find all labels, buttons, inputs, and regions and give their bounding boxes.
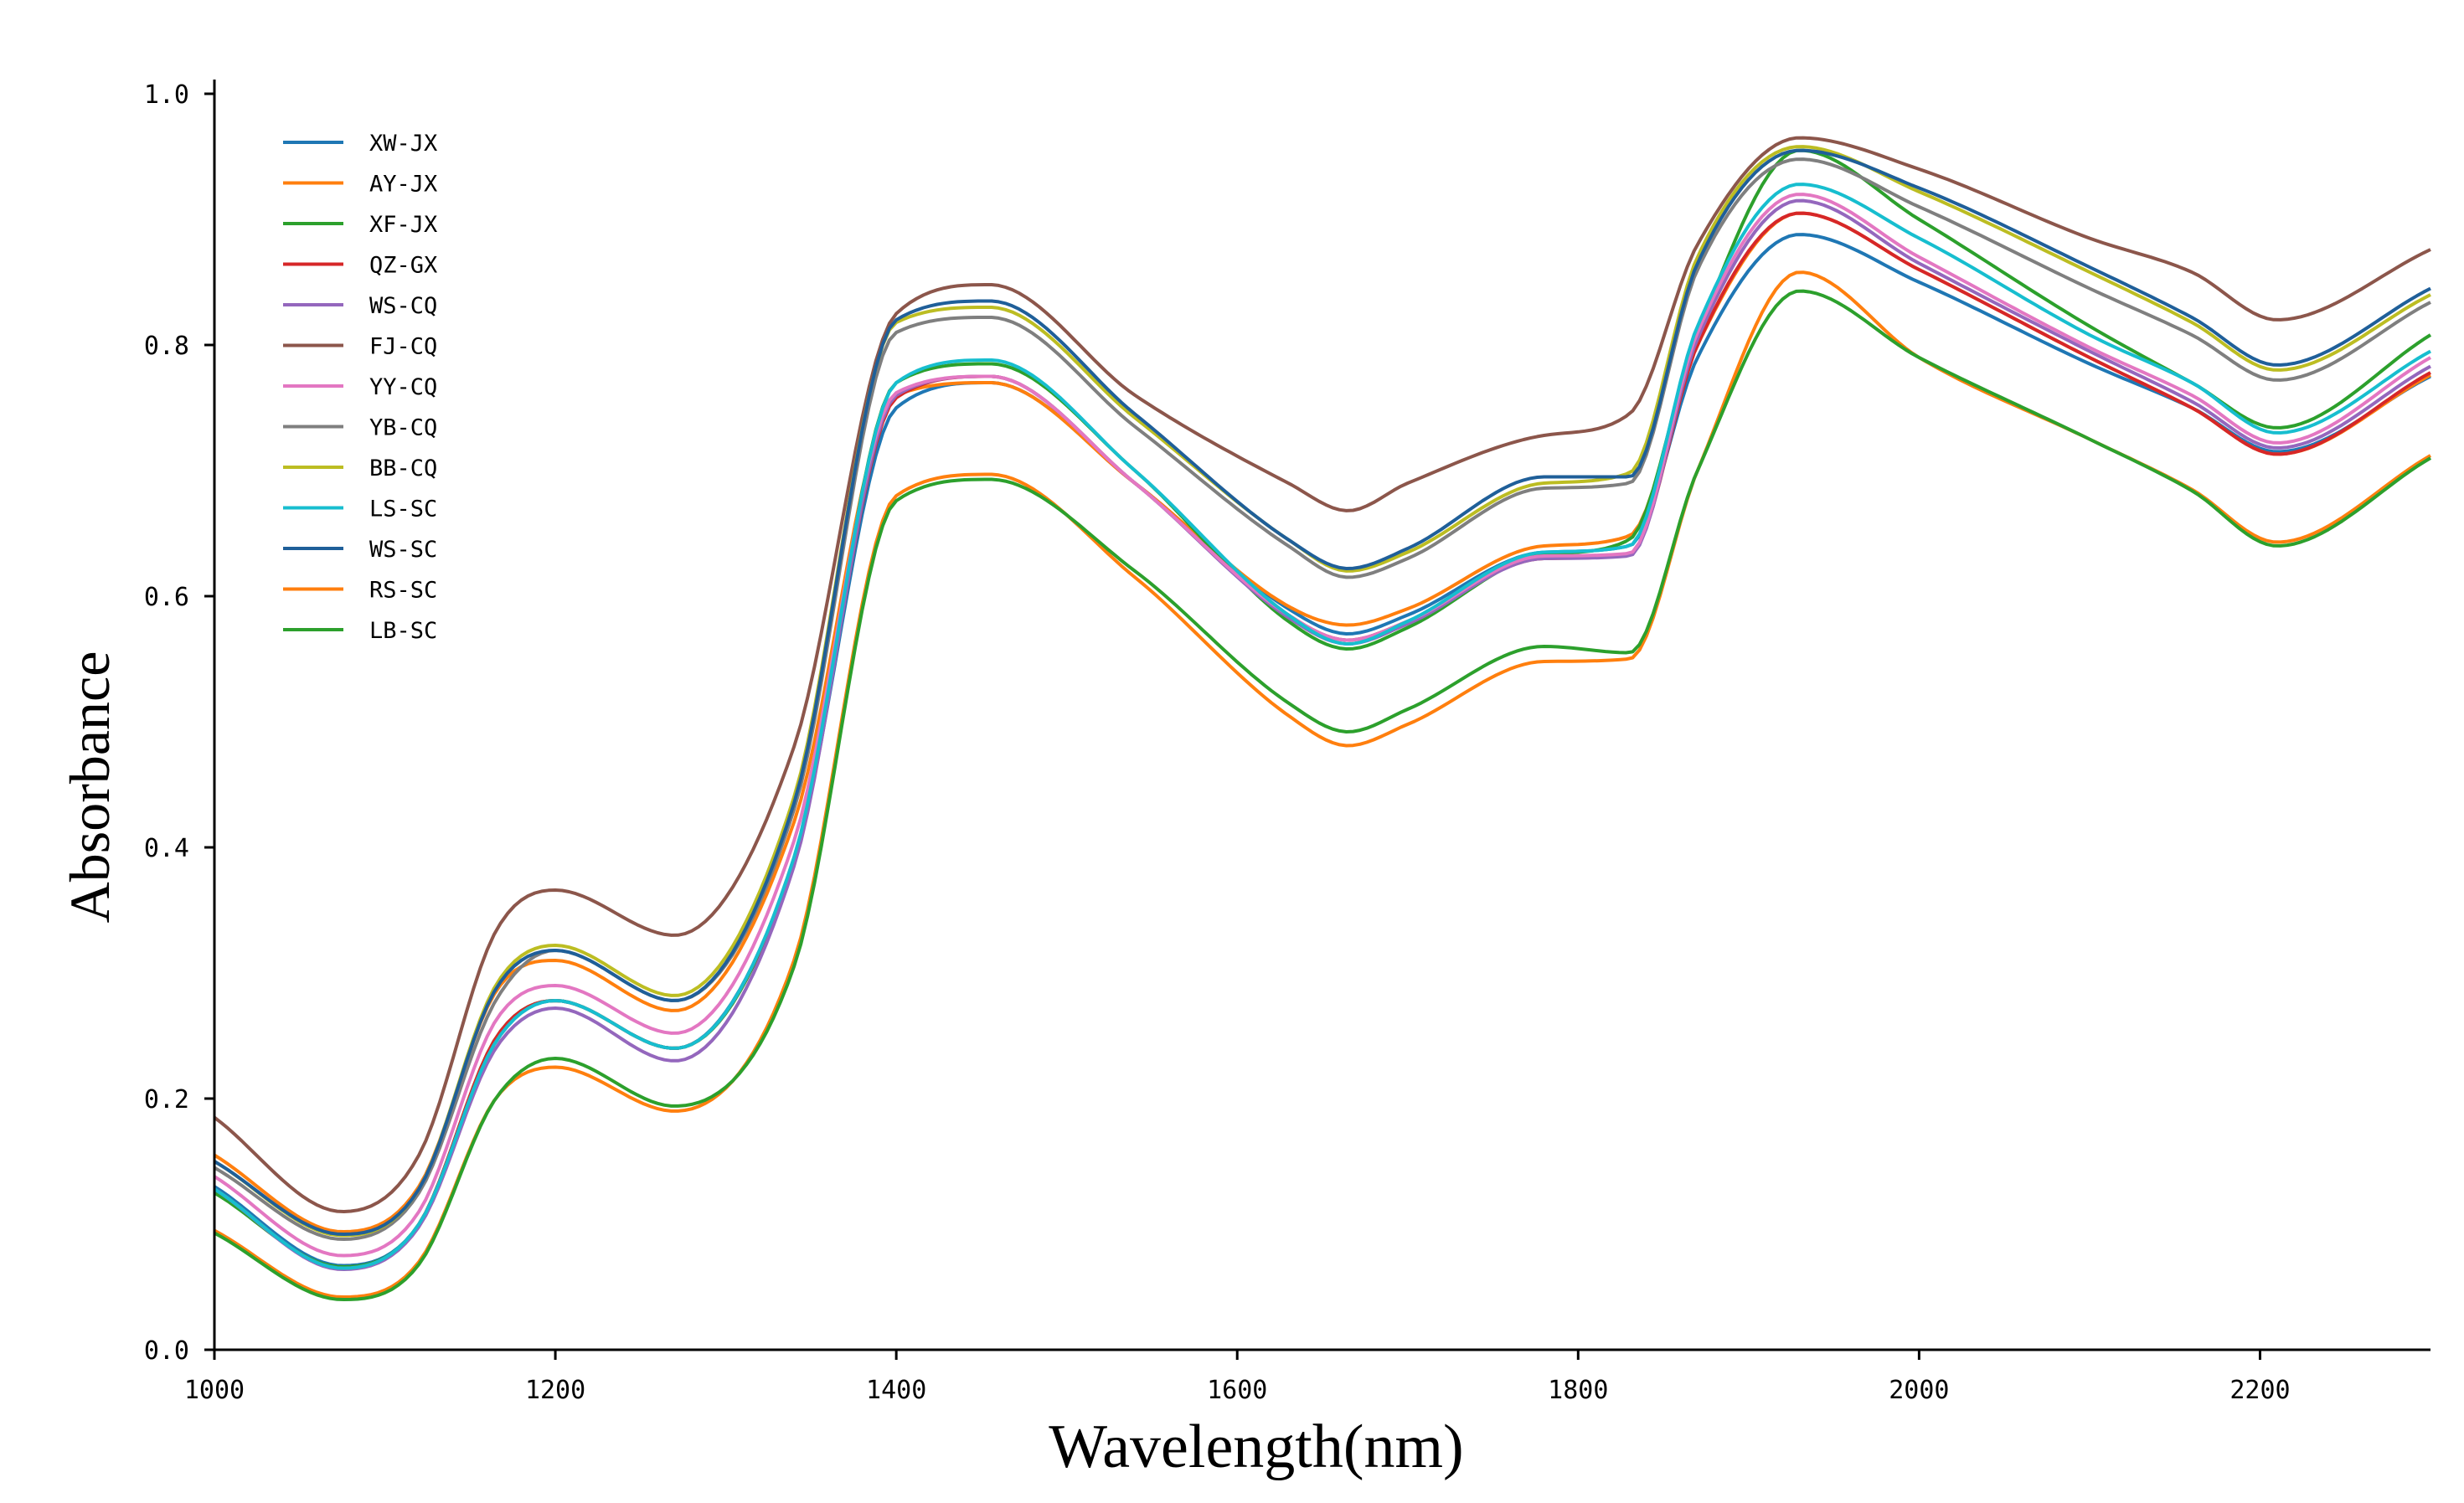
series-line-lb-sc xyxy=(214,289,2432,1301)
x-axis-title: Wavelength(nm) xyxy=(1049,1413,1463,1481)
y-axis-title: Absorbance xyxy=(58,651,121,924)
y-ticks: 0.0 0.2 0.4 0.6 0.8 1.0 xyxy=(144,80,214,1366)
x-tick-label: 1400 xyxy=(866,1376,926,1405)
y-tick-label: 0.0 xyxy=(144,1336,189,1366)
x-tick-label: 1200 xyxy=(525,1376,585,1405)
y-tick-label: 1.0 xyxy=(144,80,189,110)
axes-layer xyxy=(213,80,2430,1351)
legend-label: RS-SC xyxy=(369,578,437,604)
series-line-qz-gx xyxy=(213,211,2431,1270)
series-line-ls-sc xyxy=(213,183,2431,1270)
series-line-rs-sc xyxy=(214,270,2432,1299)
legend-label: AY-JX xyxy=(369,172,437,198)
legend-label: FJ-CQ xyxy=(369,334,437,360)
series-line-ws-sc xyxy=(213,148,2431,1236)
legend-label: XW-JX xyxy=(369,131,437,157)
legend: XW-JX AY-JX XF-JX QZ-GX WS-CQ FJ-CQ YY-CQ YB-CQ… xyxy=(283,131,437,644)
x-ticks: 1000 1200 1400 1600 1800 2000 2200 xyxy=(184,1350,2291,1405)
legend-label: BB-CQ xyxy=(369,456,437,481)
series-line-yy-cq xyxy=(213,193,2432,1258)
series-line-xf-jx xyxy=(213,148,2432,1269)
y-tick-label: 0.4 xyxy=(144,834,189,863)
series-layer xyxy=(213,136,2432,1301)
legend-label: WS-CQ xyxy=(369,293,437,319)
legend-label: YB-CQ xyxy=(369,415,437,441)
legend-label: YY-CQ xyxy=(369,374,437,400)
x-tick-label: 1600 xyxy=(1207,1376,1267,1405)
legend-label: XF-JX xyxy=(369,212,437,238)
series-line-bb-cq xyxy=(213,145,2431,1238)
legend-label: LB-SC xyxy=(369,618,437,644)
y-tick-label: 0.2 xyxy=(144,1085,189,1114)
legend-label: LS-SC xyxy=(369,497,437,522)
legend-label: QZ-GX xyxy=(369,253,437,279)
x-tick-label: 2200 xyxy=(2229,1376,2290,1405)
x-tick-label: 1800 xyxy=(1548,1376,1608,1405)
y-tick-label: 0.8 xyxy=(144,332,189,361)
x-tick-label: 1000 xyxy=(184,1376,245,1405)
legend-label: WS-SC xyxy=(369,537,437,563)
series-line-yb-cq xyxy=(213,157,2431,1241)
series-line-fj-cq xyxy=(213,136,2431,1213)
y-tick-label: 0.6 xyxy=(144,583,189,612)
x-tick-label: 2000 xyxy=(1889,1376,1949,1405)
series-line-xw-jx xyxy=(213,233,2431,1268)
